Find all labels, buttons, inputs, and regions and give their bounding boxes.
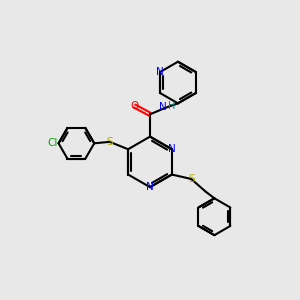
Text: N: N [159,102,167,112]
Text: S: S [188,174,194,184]
Text: N: N [156,67,164,77]
Text: H: H [168,101,176,111]
Text: N: N [168,144,176,154]
Text: O: O [130,101,139,111]
Text: Cl: Cl [47,138,58,148]
Text: N: N [146,182,154,192]
Text: S: S [106,137,113,147]
